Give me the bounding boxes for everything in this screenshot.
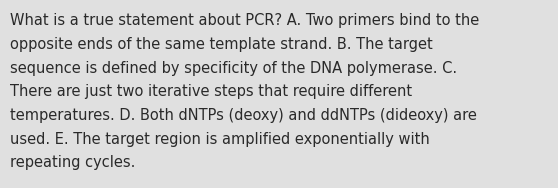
Text: repeating cycles.: repeating cycles.: [10, 155, 136, 170]
Text: used. E. The target region is amplified exponentially with: used. E. The target region is amplified …: [10, 132, 430, 147]
Text: opposite ends of the same template strand. B. The target: opposite ends of the same template stran…: [10, 37, 433, 52]
Text: What is a true statement about PCR? A. Two primers bind to the: What is a true statement about PCR? A. T…: [10, 13, 479, 28]
Text: There are just two iterative steps that require different: There are just two iterative steps that …: [10, 84, 412, 99]
Text: temperatures. D. Both dNTPs (deoxy) and ddNTPs (dideoxy) are: temperatures. D. Both dNTPs (deoxy) and …: [10, 108, 477, 123]
Text: sequence is defined by specificity of the DNA polymerase. C.: sequence is defined by specificity of th…: [10, 61, 457, 76]
